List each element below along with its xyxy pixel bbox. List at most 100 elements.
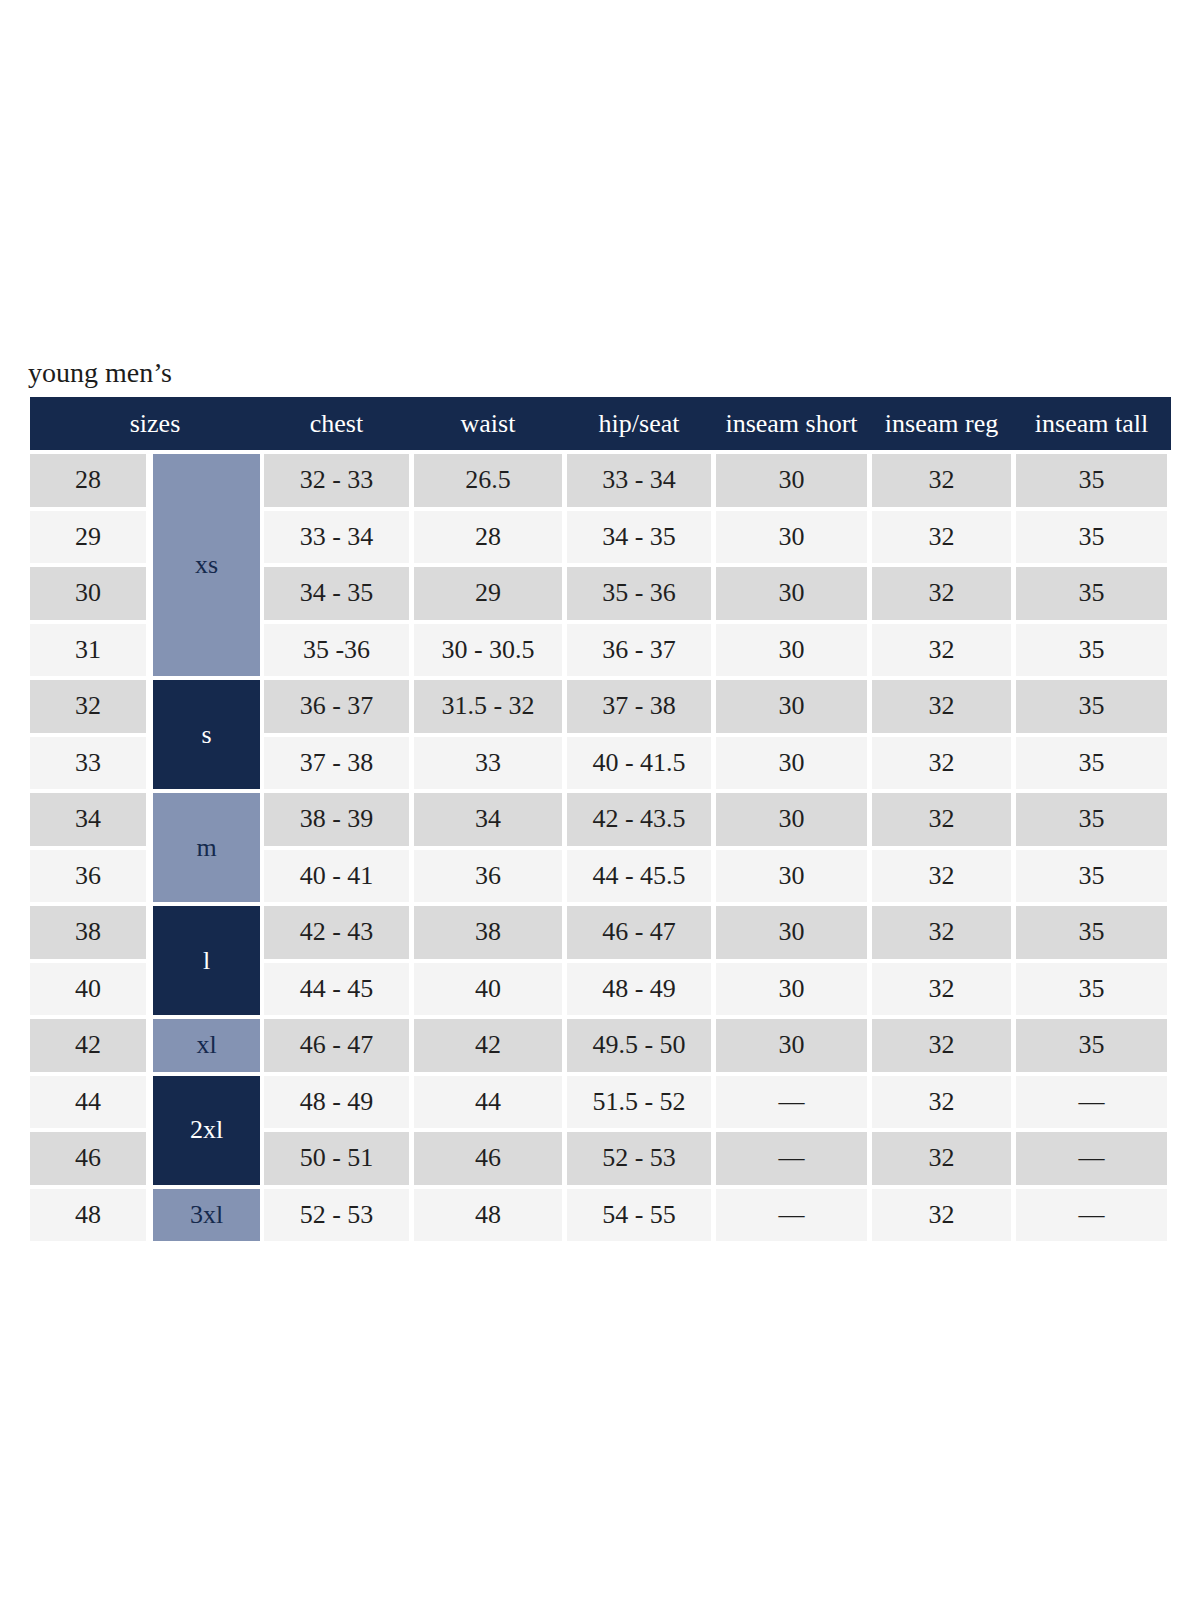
- chest-value: 38 - 39: [264, 793, 409, 846]
- inseam-short-value: 30: [716, 906, 867, 959]
- inseam-tall-value: 35: [1016, 737, 1167, 790]
- inseam-reg-value: 32: [872, 963, 1011, 1016]
- hip-seat-value: 35 - 36: [567, 567, 711, 620]
- inseam-reg-value: 32: [872, 680, 1011, 733]
- chest-value: 34 - 35: [264, 567, 409, 620]
- size-value: 34: [30, 793, 146, 846]
- chest-value: 36 - 37: [264, 680, 409, 733]
- chest-value: 42 - 43: [264, 906, 409, 959]
- inseam-reg-value: 32: [872, 850, 1011, 903]
- chest-value: 50 - 51: [264, 1132, 409, 1185]
- column-header-inseam-tall: inseam tall: [1016, 397, 1167, 450]
- size-group-2xl: 2xl: [153, 1076, 260, 1185]
- size-value: 33: [30, 737, 146, 790]
- inseam-tall-value: —: [1016, 1076, 1167, 1129]
- hip-seat-value: 33 - 34: [567, 454, 711, 507]
- hip-seat-value: 54 - 55: [567, 1189, 711, 1242]
- hip-seat-value: 44 - 45.5: [567, 850, 711, 903]
- size-group-m: m: [153, 793, 260, 902]
- size-value: 31: [30, 624, 146, 677]
- inseam-reg-value: 32: [872, 1076, 1011, 1129]
- hip-seat-value: 48 - 49: [567, 963, 711, 1016]
- page-title: young men’s: [28, 357, 172, 389]
- inseam-tall-value: 35: [1016, 963, 1167, 1016]
- chest-value: 35 -36: [264, 624, 409, 677]
- inseam-tall-value: 35: [1016, 906, 1167, 959]
- chest-value: 48 - 49: [264, 1076, 409, 1129]
- hip-seat-value: 37 - 38: [567, 680, 711, 733]
- inseam-short-value: —: [716, 1189, 867, 1242]
- inseam-tall-value: 35: [1016, 850, 1167, 903]
- inseam-short-value: 30: [716, 511, 867, 564]
- waist-value: 26.5: [414, 454, 562, 507]
- inseam-tall-value: 35: [1016, 454, 1167, 507]
- chest-value: 32 - 33: [264, 454, 409, 507]
- chest-value: 46 - 47: [264, 1019, 409, 1072]
- waist-value: 31.5 - 32: [414, 680, 562, 733]
- inseam-reg-value: 32: [872, 511, 1011, 564]
- inseam-tall-value: 35: [1016, 680, 1167, 733]
- inseam-short-value: —: [716, 1076, 867, 1129]
- inseam-tall-value: 35: [1016, 793, 1167, 846]
- column-header-chest: chest: [264, 397, 409, 450]
- inseam-short-value: 30: [716, 1019, 867, 1072]
- inseam-reg-value: 32: [872, 1189, 1011, 1242]
- size-value: 28: [30, 454, 146, 507]
- size-value: 30: [30, 567, 146, 620]
- inseam-short-value: 30: [716, 680, 867, 733]
- inseam-reg-value: 32: [872, 454, 1011, 507]
- column-header-hip-seat: hip/seat: [567, 397, 711, 450]
- column-header-inseam-short: inseam short: [716, 397, 867, 450]
- inseam-reg-value: 32: [872, 567, 1011, 620]
- waist-value: 28: [414, 511, 562, 564]
- inseam-reg-value: 32: [872, 1019, 1011, 1072]
- hip-seat-value: 46 - 47: [567, 906, 711, 959]
- size-value: 42: [30, 1019, 146, 1072]
- inseam-short-value: 30: [716, 567, 867, 620]
- waist-value: 40: [414, 963, 562, 1016]
- column-header-sizes: sizes: [40, 397, 270, 450]
- chest-value: 44 - 45: [264, 963, 409, 1016]
- size-value: 44: [30, 1076, 146, 1129]
- chest-value: 37 - 38: [264, 737, 409, 790]
- waist-value: 42: [414, 1019, 562, 1072]
- size-value: 48: [30, 1189, 146, 1242]
- inseam-reg-value: 32: [872, 737, 1011, 790]
- chest-value: 33 - 34: [264, 511, 409, 564]
- size-value: 32: [30, 680, 146, 733]
- inseam-short-value: 30: [716, 850, 867, 903]
- inseam-short-value: 30: [716, 454, 867, 507]
- waist-value: 29: [414, 567, 562, 620]
- inseam-reg-value: 32: [872, 624, 1011, 677]
- inseam-short-value: —: [716, 1132, 867, 1185]
- inseam-short-value: 30: [716, 963, 867, 1016]
- hip-seat-value: 40 - 41.5: [567, 737, 711, 790]
- inseam-tall-value: —: [1016, 1132, 1167, 1185]
- column-header-inseam-reg: inseam reg: [872, 397, 1011, 450]
- inseam-tall-value: 35: [1016, 624, 1167, 677]
- size-value: 46: [30, 1132, 146, 1185]
- hip-seat-value: 36 - 37: [567, 624, 711, 677]
- hip-seat-value: 49.5 - 50: [567, 1019, 711, 1072]
- chest-value: 40 - 41: [264, 850, 409, 903]
- waist-value: 38: [414, 906, 562, 959]
- size-group-xl: xl: [153, 1019, 260, 1072]
- size-group-l: l: [153, 906, 260, 1015]
- size-value: 36: [30, 850, 146, 903]
- hip-seat-value: 51.5 - 52: [567, 1076, 711, 1129]
- inseam-tall-value: 35: [1016, 511, 1167, 564]
- size-group-s: s: [153, 680, 260, 789]
- inseam-tall-value: 35: [1016, 567, 1167, 620]
- waist-value: 30 - 30.5: [414, 624, 562, 677]
- inseam-short-value: 30: [716, 793, 867, 846]
- hip-seat-value: 42 - 43.5: [567, 793, 711, 846]
- inseam-short-value: 30: [716, 737, 867, 790]
- inseam-tall-value: 35: [1016, 1019, 1167, 1072]
- size-value: 29: [30, 511, 146, 564]
- inseam-reg-value: 32: [872, 793, 1011, 846]
- waist-value: 36: [414, 850, 562, 903]
- hip-seat-value: 34 - 35: [567, 511, 711, 564]
- inseam-tall-value: —: [1016, 1189, 1167, 1242]
- size-value: 38: [30, 906, 146, 959]
- inseam-reg-value: 32: [872, 906, 1011, 959]
